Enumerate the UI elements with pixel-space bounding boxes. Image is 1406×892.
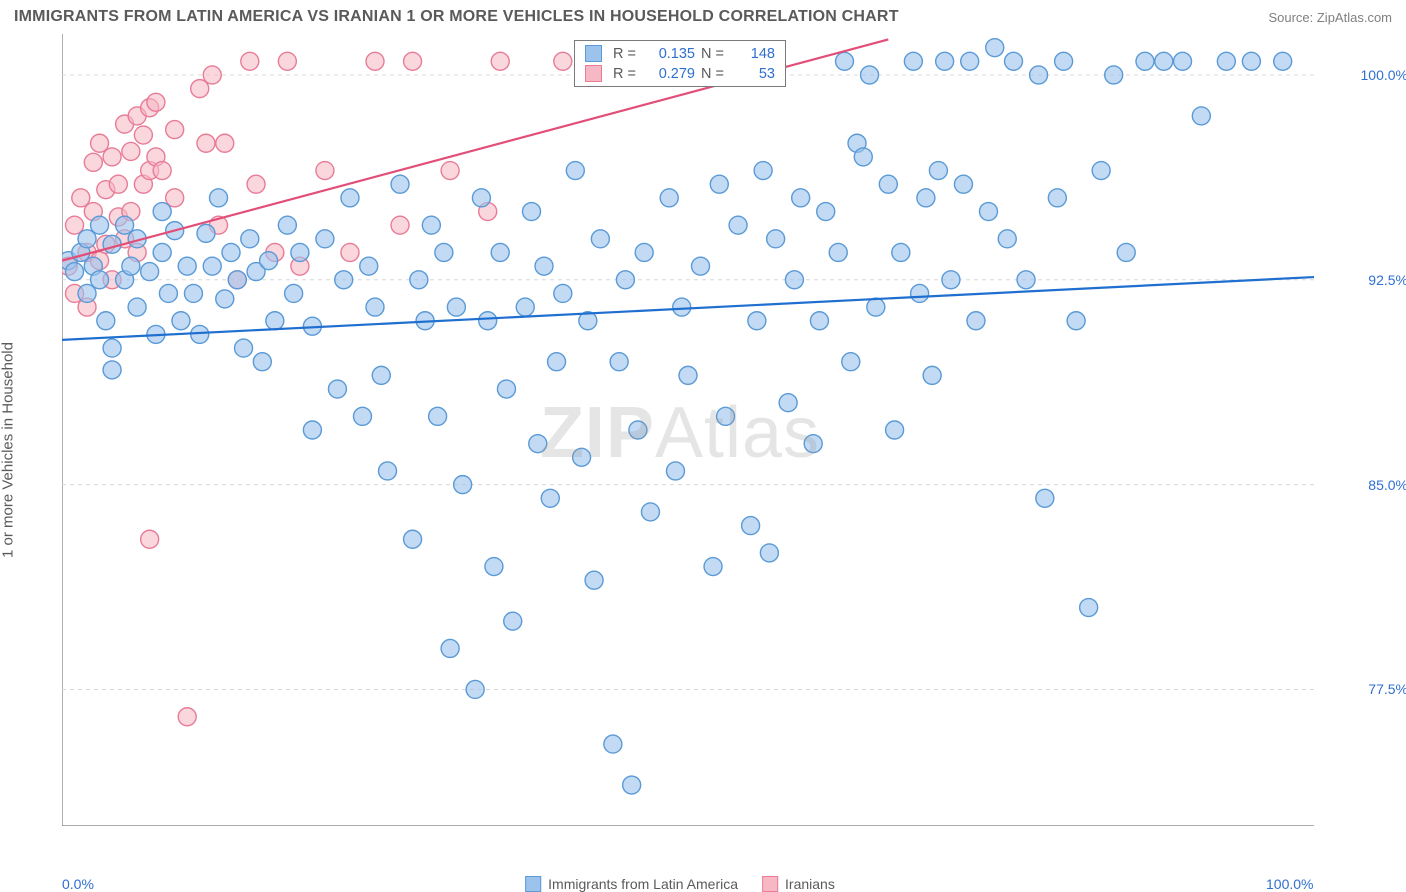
n-value-pink: 53 (735, 66, 775, 82)
r-value-blue: 0.135 (647, 46, 695, 62)
trend-line-blue (62, 277, 1314, 340)
n-value-blue: 148 (735, 46, 775, 62)
y-tick-label: 92.5% (1368, 272, 1406, 288)
source-attribution: Source: ZipAtlas.com (1268, 10, 1392, 25)
series-blue (62, 39, 1292, 794)
legend-item-pink: Iranians (762, 876, 835, 892)
title-bar: IMMIGRANTS FROM LATIN AMERICA VS IRANIAN… (0, 0, 1406, 30)
y-tick-label: 85.0% (1368, 477, 1406, 493)
legend-swatch-blue (585, 45, 602, 62)
series-legend: Immigrants from Latin America Iranians (525, 876, 835, 892)
legend-label-blue: Immigrants from Latin America (548, 876, 738, 892)
legend-swatch-pink (762, 876, 778, 892)
y-tick-label: 100.0% (1361, 67, 1406, 83)
legend-swatch-blue (525, 876, 541, 892)
plot-area: 1 or more Vehicles in Household ZIPAtlas… (14, 34, 1346, 866)
correlation-legend: R =0.135N =148R =0.279N =53 (574, 40, 786, 87)
r-value-pink: 0.279 (647, 66, 695, 82)
x-axis-end-label: 100.0% (1266, 876, 1313, 892)
series-pink (62, 52, 572, 725)
legend-swatch-pink (585, 65, 602, 82)
chart-title: IMMIGRANTS FROM LATIN AMERICA VS IRANIAN… (14, 8, 899, 26)
x-axis-end-label: 0.0% (62, 876, 94, 892)
y-tick-label: 77.5% (1368, 681, 1406, 697)
legend-item-blue: Immigrants from Latin America (525, 876, 738, 892)
scatter-chart (62, 34, 1314, 826)
y-axis-label: 1 or more Vehicles in Household (0, 342, 17, 558)
legend-label-pink: Iranians (785, 876, 835, 892)
